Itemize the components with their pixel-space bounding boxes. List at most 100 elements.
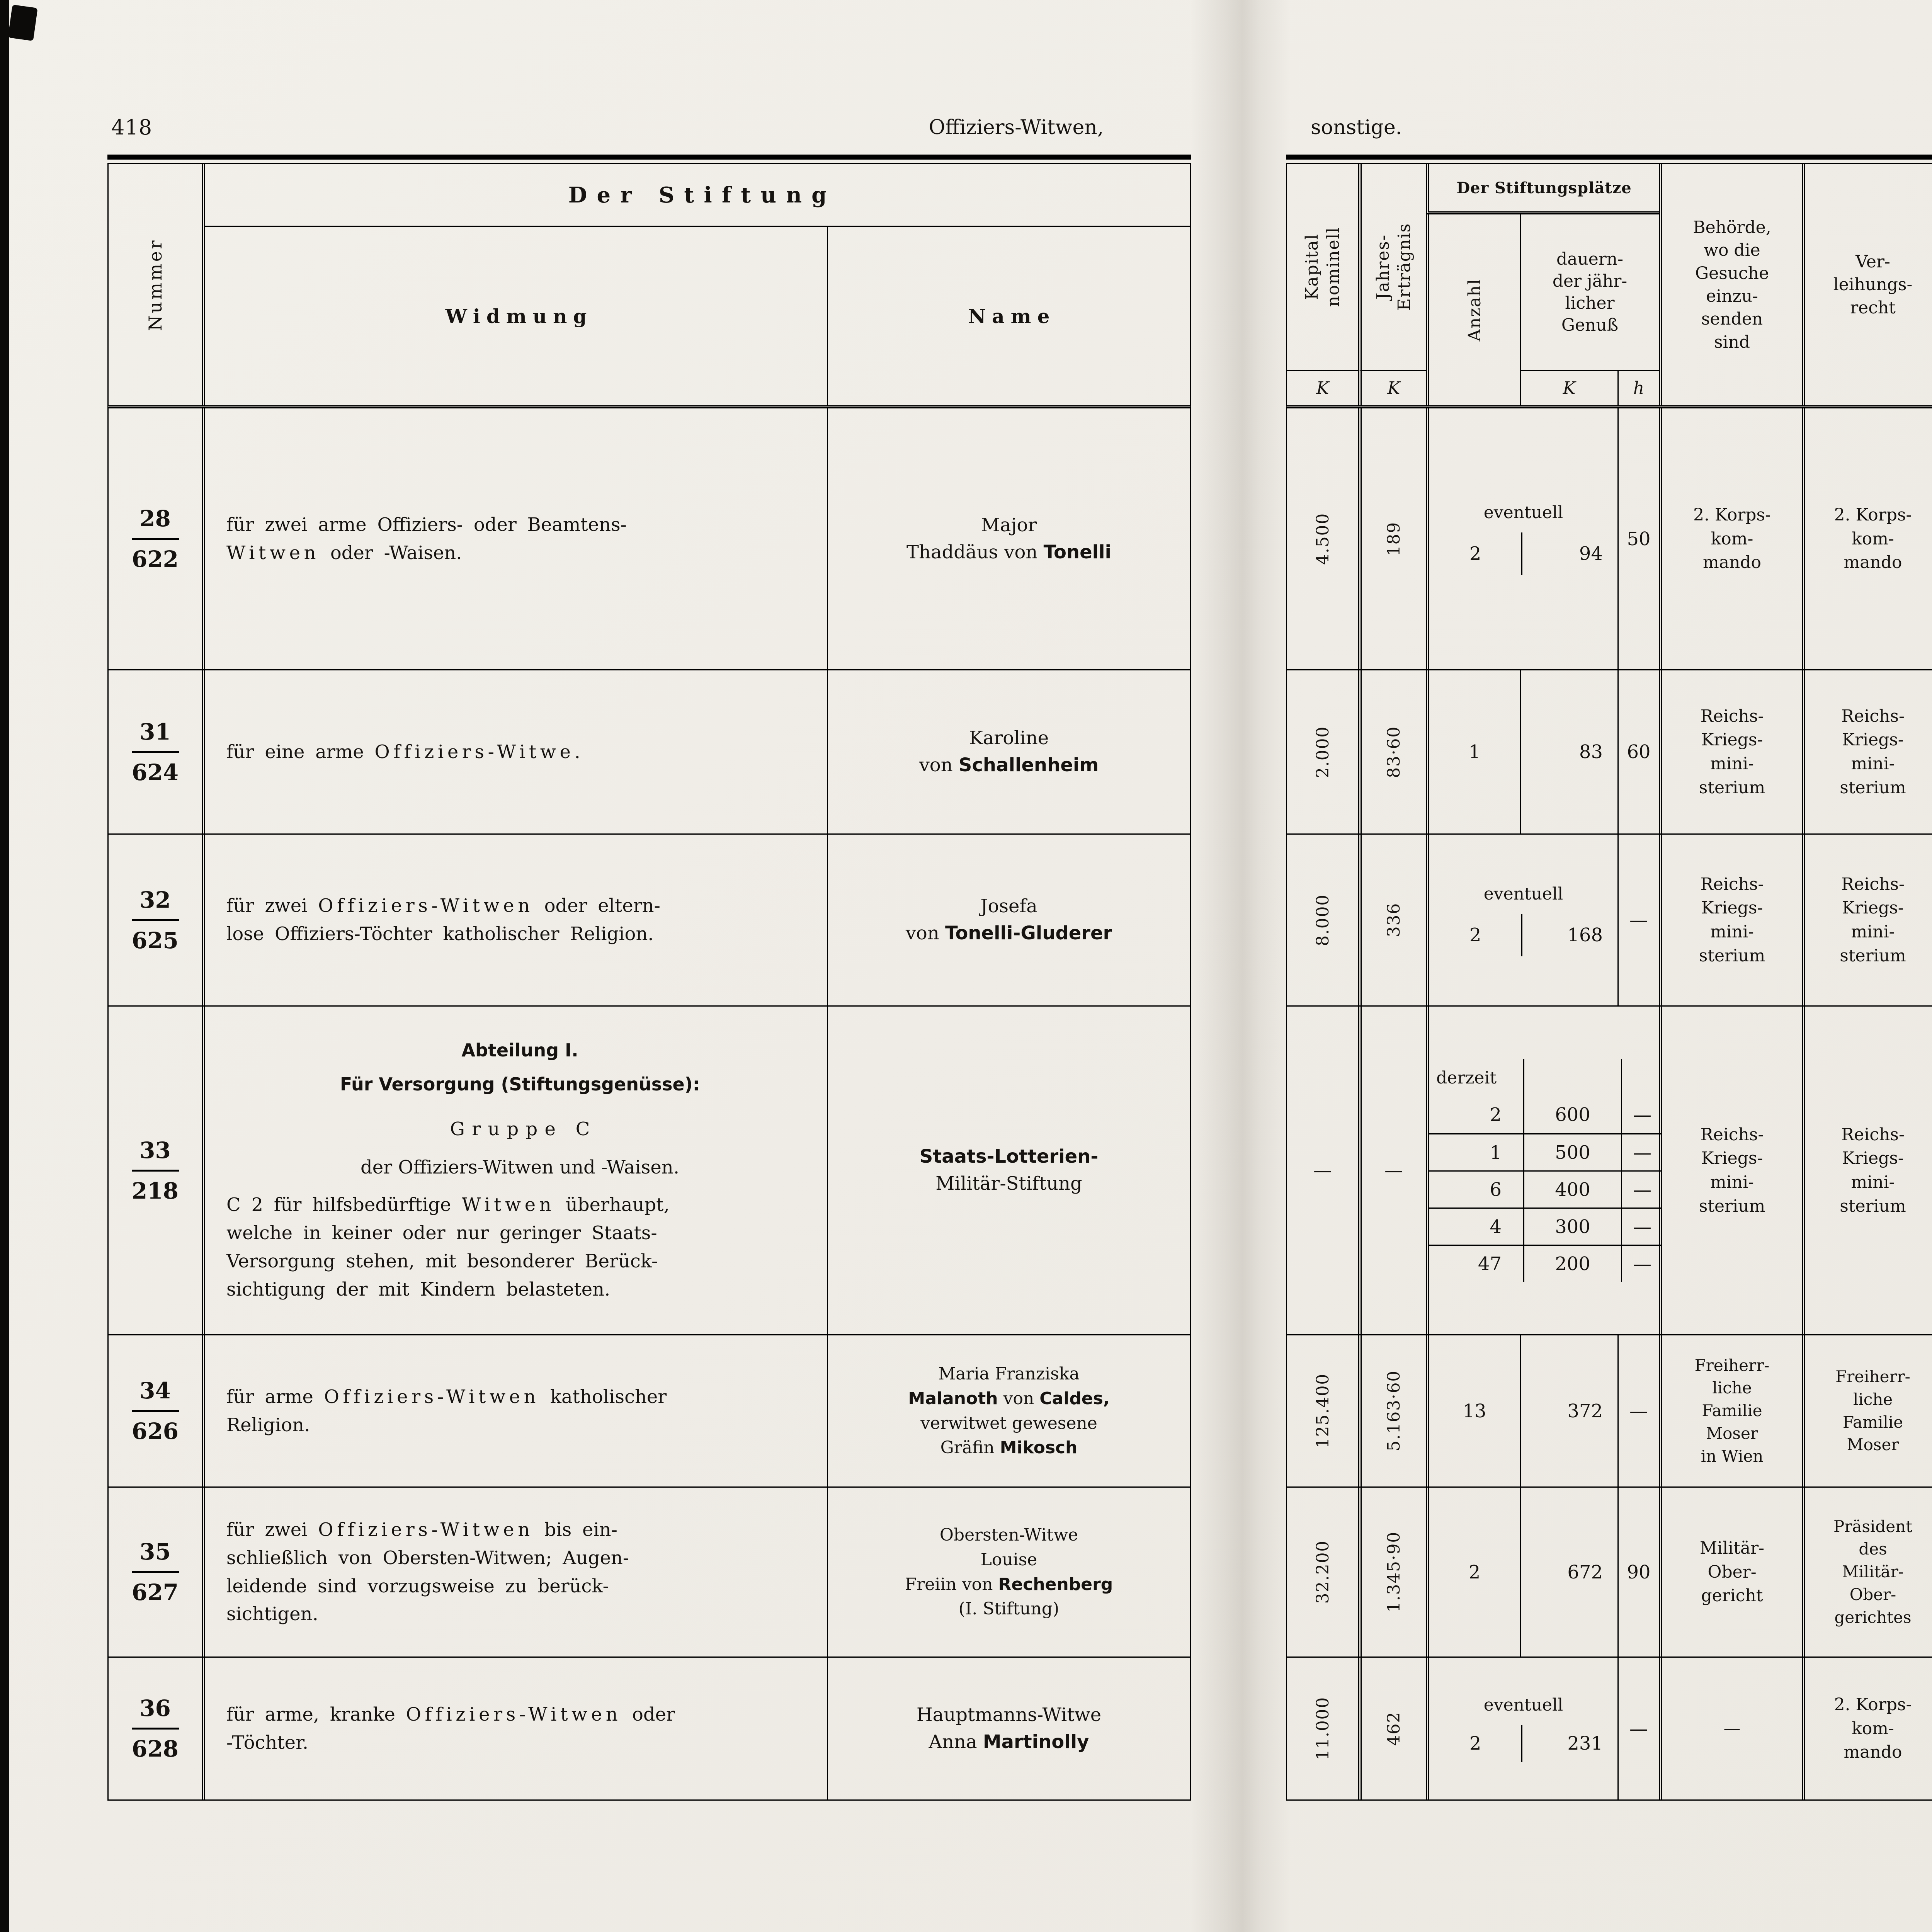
nummer-bottom: 626 bbox=[131, 1418, 179, 1444]
table-top-rule-thin bbox=[107, 163, 1191, 164]
right-table-header: Kapital nominell Jahres- Erträgnis Der S… bbox=[1286, 164, 1932, 408]
fraction-bar bbox=[131, 1571, 179, 1573]
name-text: Obersten-Witwe Louise Freiin von Rechenb… bbox=[905, 1525, 1113, 1619]
genuss-k-value: 500 bbox=[1523, 1133, 1621, 1170]
table-row: 11.000 462 eventuell 2 231 — — 2. Korps-… bbox=[1286, 1656, 1932, 1799]
anzahl-value: 2 bbox=[1469, 1733, 1481, 1754]
anzahl-genuss-values: 2 168 bbox=[1429, 913, 1617, 956]
widmung-cell: für arme Offiziers-Witwen katholischer R… bbox=[205, 1335, 828, 1486]
right-table: Kapital nominell Jahres- Erträgnis Der S… bbox=[1286, 155, 1932, 1801]
table-row: 31 624 für eine arme Offiziers-Witwe. Ka… bbox=[107, 669, 1191, 833]
nummer-top: 28 bbox=[139, 505, 171, 532]
widmung-heading-3: Gruppe C bbox=[450, 1118, 597, 1140]
fraction-bar bbox=[131, 751, 179, 753]
page-number-left: 418 bbox=[111, 115, 153, 139]
widmung-cell: für eine arme Offiziers-Witwe. bbox=[205, 670, 828, 833]
name-text: Staats-Lotterien- Militär-Stiftung bbox=[919, 1146, 1099, 1194]
behoerde-cell: Militär- Ober- gericht bbox=[1659, 1488, 1802, 1656]
verleihungsrecht-cell: 2. Korps- kom- mando bbox=[1802, 408, 1932, 669]
genuss-k-value: 200 bbox=[1523, 1245, 1621, 1282]
behoerde-cell: — bbox=[1659, 1658, 1802, 1799]
fraction-bar bbox=[131, 1410, 179, 1412]
widmung-cell: für zwei arme Offiziers- oder Beamtens- … bbox=[205, 408, 828, 669]
table-top-rule-thin bbox=[1286, 163, 1932, 164]
nummer-cell: 31 624 bbox=[109, 670, 205, 833]
table-row: 36 628 für arme, kranke Offiziers-Witwen… bbox=[107, 1656, 1191, 1799]
genuss-k-value: 400 bbox=[1523, 1170, 1621, 1208]
left-table: Nummer Der Stiftung Widmung Name 28 622 … bbox=[107, 155, 1191, 1801]
anzahl-value: 1 bbox=[1468, 741, 1481, 763]
left-header-right: Der Stiftung Widmung Name bbox=[205, 164, 1190, 405]
behoerde-cell: Reichs- Kriegs- mini- sterium bbox=[1659, 670, 1802, 833]
nummer-top: 33 bbox=[139, 1137, 171, 1163]
scan-blob-top-left bbox=[8, 4, 38, 41]
currency-k: K bbox=[1563, 378, 1576, 398]
genuss-h-cell: 60 bbox=[1617, 670, 1659, 833]
jahres-value: 5.163·60 bbox=[1384, 1370, 1404, 1452]
nummer-top: 34 bbox=[139, 1378, 171, 1404]
nummer-cell: 32 625 bbox=[109, 835, 205, 1005]
genuss-h-cell: — bbox=[1617, 1658, 1659, 1799]
col-header-genuss: dauern- der jähr- licher Genuß bbox=[1520, 214, 1659, 370]
eventuell-note: eventuell bbox=[1483, 1695, 1563, 1715]
anzahl-genuss-cell: derzeit 2 600 — 1 500 — 6 400 — 4 300 — … bbox=[1426, 1007, 1662, 1334]
table-row: 4.500 189 eventuell 2 94 50 2. Korps- ko… bbox=[1286, 408, 1932, 669]
genuss-h-cell: 50 bbox=[1617, 408, 1659, 669]
behoerde-cell: 2. Korps- kom- mando bbox=[1659, 408, 1802, 669]
widmung-text: für arme, kranke Offiziers-Witwen oder -… bbox=[226, 1703, 675, 1753]
name-text: Karoline von Schallenheim bbox=[919, 727, 1099, 776]
widmung-text: für zwei Offiziers-Witwen bis ein- schli… bbox=[226, 1519, 629, 1625]
nummer-bottom: 625 bbox=[131, 927, 179, 954]
col-header-jahres-label: Jahres- Erträgnis bbox=[1373, 223, 1414, 311]
genuss-h-cell: — bbox=[1617, 835, 1659, 1005]
currency-k: K bbox=[1316, 378, 1329, 398]
verleihungsrecht-cell: Reichs- Kriegs- mini- sterium bbox=[1802, 835, 1932, 1005]
genuss-h-cell: 90 bbox=[1617, 1488, 1659, 1656]
name-cell: Obersten-Witwe Louise Freiin von Rechenb… bbox=[828, 1488, 1190, 1656]
widmung-heading-4: der Offiziers-Witwen und -Waisen. bbox=[361, 1156, 679, 1178]
kapital-cell: 32.200 bbox=[1287, 1488, 1358, 1656]
name-text: Major Thaddäus von Tonelli bbox=[906, 514, 1112, 563]
behoerde-cell: Freiherr- liche Familie Moser in Wien bbox=[1659, 1335, 1802, 1486]
genuss-h-value: 50 bbox=[1627, 528, 1651, 550]
genuss-k-cell: 672 bbox=[1520, 1488, 1617, 1656]
table-row: 35 627 für zwei Offiziers-Witwen bis ein… bbox=[107, 1486, 1191, 1656]
fraction-bar bbox=[131, 919, 179, 921]
genuss-h-value: — bbox=[1629, 909, 1648, 931]
unit-jahres-k: K bbox=[1358, 370, 1426, 405]
table-row: 125.400 5.163·60 13 372 — Freiherr- lich… bbox=[1286, 1334, 1932, 1486]
kapital-cell: 2.000 bbox=[1287, 670, 1358, 833]
col-header-nummer: Nummer bbox=[109, 164, 205, 405]
col-header-jahres: Jahres- Erträgnis bbox=[1358, 164, 1426, 370]
jahres-cell: 5.163·60 bbox=[1358, 1335, 1426, 1486]
nummer-cell: 33 218 bbox=[109, 1007, 205, 1334]
col-header-anzahl-label: Anzahl bbox=[1464, 278, 1485, 342]
genuss-k-value: 300 bbox=[1523, 1208, 1621, 1245]
genuss-k-value: 168 bbox=[1521, 913, 1617, 956]
genuss-h-value: — bbox=[1621, 1096, 1662, 1133]
table-row: 2.000 83·60 1 83 60 Reichs- Kriegs- mini… bbox=[1286, 669, 1932, 833]
widmung-heading-2: Für Versorgung (Stiftungsgenüsse): bbox=[340, 1074, 700, 1095]
nummer-top: 35 bbox=[139, 1539, 171, 1565]
table-row: 33 218 Abteilung I. Für Versorgung (Stif… bbox=[107, 1005, 1191, 1334]
table-top-rule-heavy bbox=[1286, 155, 1932, 160]
genuss-h-value: 60 bbox=[1627, 741, 1651, 763]
anzahl-value: 2 bbox=[1469, 924, 1481, 946]
behoerde-cell: Reichs- Kriegs- mini- sterium bbox=[1659, 835, 1802, 1005]
kapital-cell: 8.000 bbox=[1287, 835, 1358, 1005]
name-text: Josefa von Tonelli-Gluderer bbox=[905, 895, 1112, 944]
fraction-bar bbox=[131, 538, 179, 540]
kapital-value: 11.000 bbox=[1313, 1697, 1333, 1760]
widmung-cell: Abteilung I. Für Versorgung (Stiftungsge… bbox=[205, 1007, 828, 1334]
widmung-text: für eine arme Offiziers-Witwe. bbox=[226, 741, 580, 763]
col-header-kapital-label: Kapital nominell bbox=[1302, 227, 1343, 307]
nummer-cell: 35 627 bbox=[109, 1488, 205, 1656]
genuss-h-cell: — bbox=[1617, 1335, 1659, 1486]
jahres-value: 1.345·90 bbox=[1384, 1531, 1404, 1613]
widmung-cell: für zwei Offiziers-Witwen oder eltern- l… bbox=[205, 835, 828, 1005]
currency-h: h bbox=[1633, 378, 1645, 398]
name-text: Maria Franziska Malanoth von Caldes, ver… bbox=[908, 1364, 1110, 1458]
name-cell: Josefa von Tonelli-Gluderer bbox=[828, 835, 1190, 1005]
anzahl-value: 47 bbox=[1429, 1245, 1523, 1282]
anzahl-genuss-cell: eventuell 2 94 bbox=[1426, 408, 1617, 669]
